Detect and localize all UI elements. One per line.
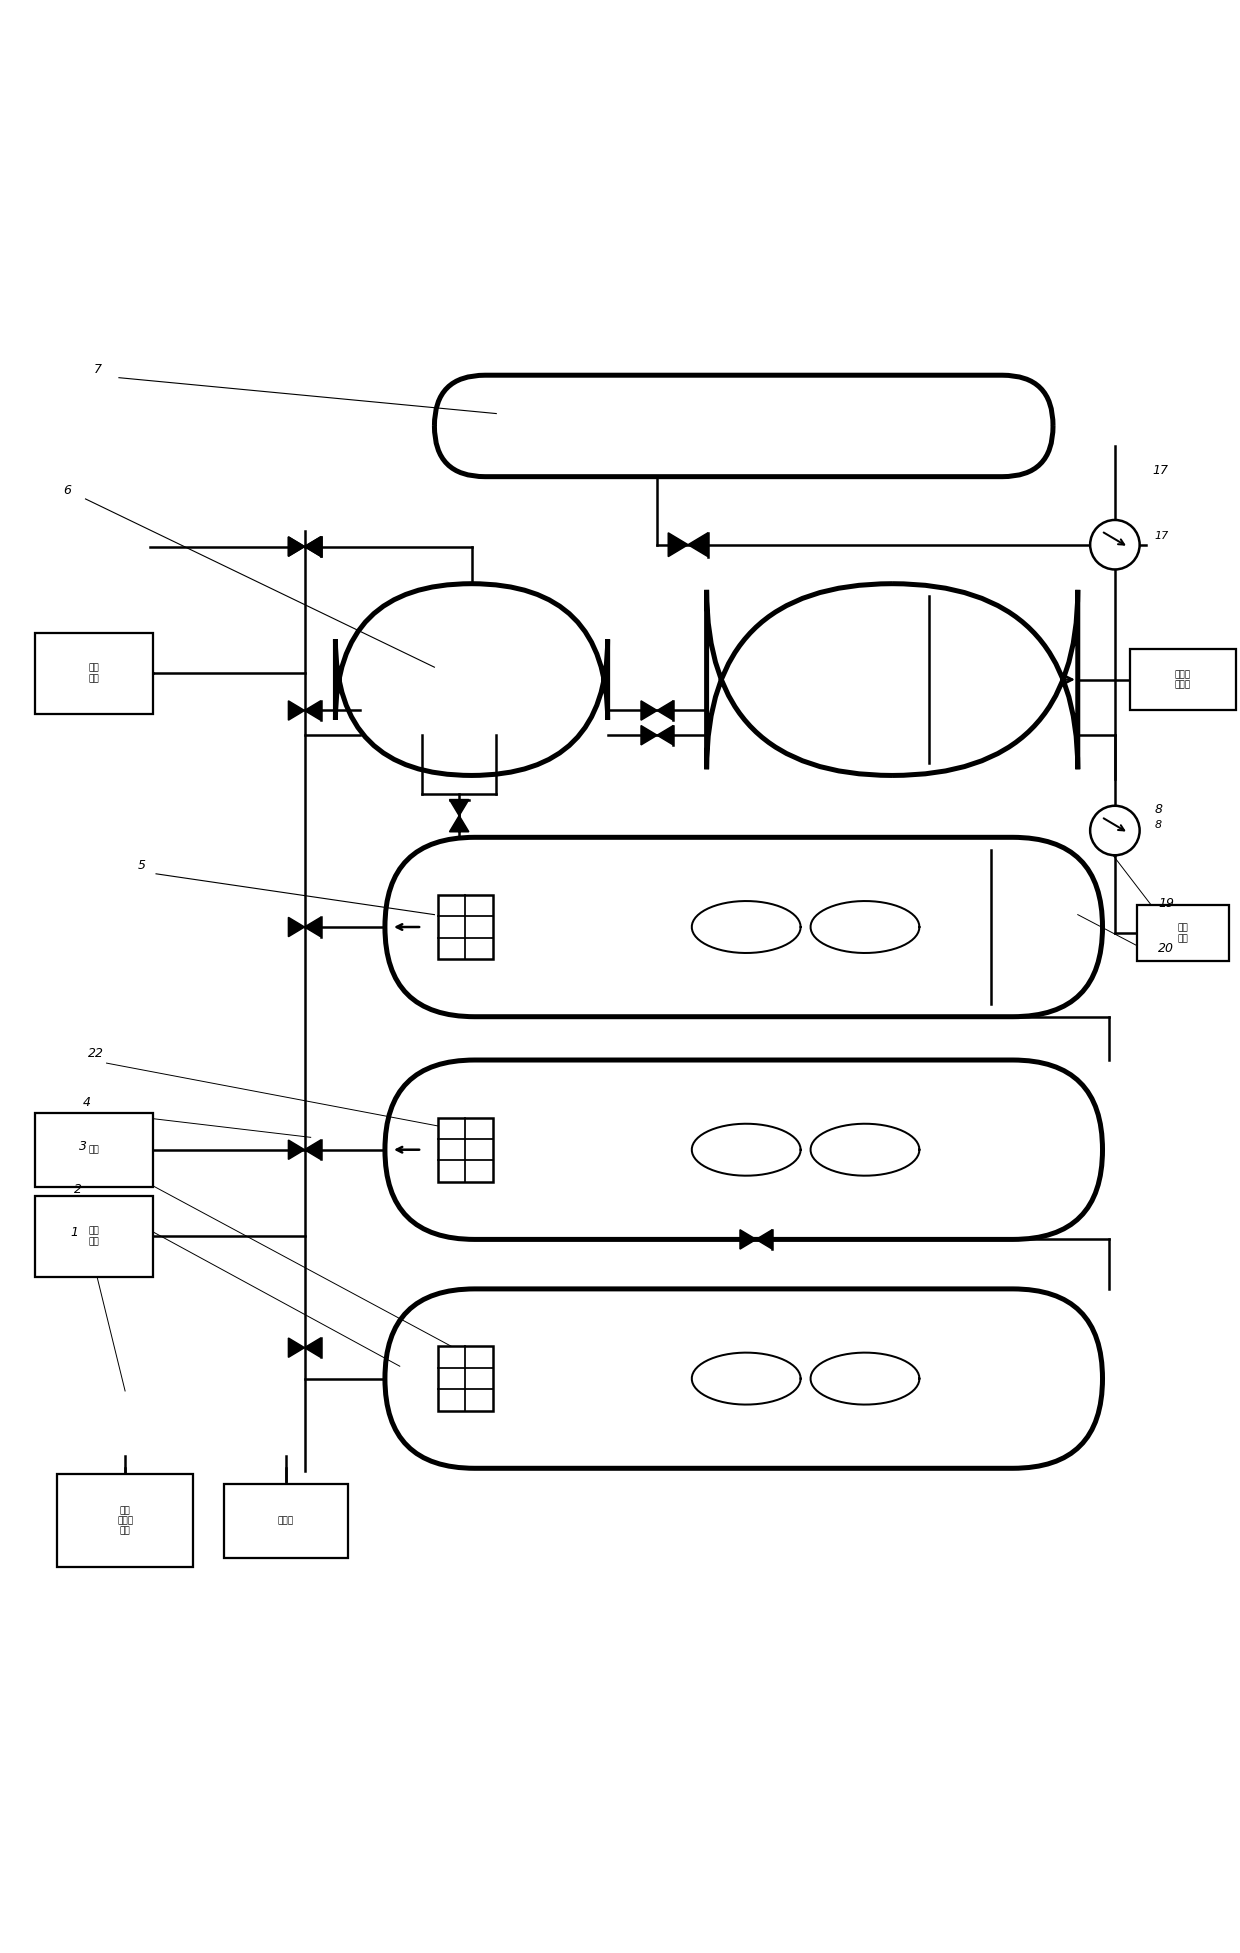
FancyBboxPatch shape [384,1289,1102,1469]
FancyBboxPatch shape [434,375,1053,477]
Polygon shape [740,1230,756,1250]
Polygon shape [289,537,305,557]
FancyBboxPatch shape [707,584,1078,775]
Bar [438,1117,494,1182]
Bar [224,1484,347,1558]
Polygon shape [305,918,321,937]
Polygon shape [305,537,321,557]
Text: 3: 3 [78,1141,87,1152]
Bar [57,1475,193,1566]
Bar [438,1346,494,1410]
Text: 钯炭
催化剂
原料: 钯炭 催化剂 原料 [117,1506,133,1535]
Text: 17: 17 [1154,531,1169,541]
Bar [1137,906,1229,961]
FancyBboxPatch shape [384,1060,1102,1240]
Text: 17: 17 [1152,465,1168,477]
Text: 8: 8 [1154,820,1162,830]
Text: 催化剂: 催化剂 [278,1516,294,1525]
Text: 4: 4 [83,1096,91,1109]
Polygon shape [289,1141,305,1160]
Polygon shape [657,727,673,744]
Text: 循环
过滤: 循环 过滤 [89,1226,99,1246]
Text: 6: 6 [63,484,71,496]
Bar [36,1195,153,1277]
Bar [36,633,153,713]
Polygon shape [305,1338,321,1357]
Text: 1: 1 [69,1226,78,1240]
Polygon shape [688,533,708,557]
Polygon shape [641,727,657,744]
Text: 19: 19 [1158,896,1174,910]
Text: 22: 22 [88,1047,104,1060]
Polygon shape [450,799,469,816]
Text: 8: 8 [1154,803,1162,816]
Polygon shape [641,701,657,721]
Polygon shape [657,701,673,721]
Polygon shape [305,1141,321,1160]
Text: 20: 20 [1158,941,1174,955]
Circle shape [1090,807,1140,855]
Polygon shape [756,1230,773,1250]
Bar [36,1113,153,1187]
Polygon shape [289,918,305,937]
Polygon shape [289,701,305,721]
Polygon shape [305,537,321,557]
Text: 碱液: 碱液 [89,1144,99,1154]
Polygon shape [450,816,469,832]
Text: 7: 7 [94,363,102,375]
Polygon shape [289,1338,305,1357]
FancyBboxPatch shape [336,584,608,775]
Bar [438,894,494,959]
Polygon shape [305,701,321,721]
Circle shape [1090,519,1140,570]
Bar [1131,648,1235,711]
Text: 2: 2 [74,1184,82,1195]
Polygon shape [289,537,305,557]
Text: 出气
稳压: 出气 稳压 [1178,924,1188,943]
Text: 过滤液
排放口: 过滤液 排放口 [1174,670,1190,689]
Text: 出气
稳压: 出气 稳压 [89,664,99,684]
Polygon shape [668,533,688,557]
FancyBboxPatch shape [384,838,1102,1018]
Text: 5: 5 [138,859,145,871]
